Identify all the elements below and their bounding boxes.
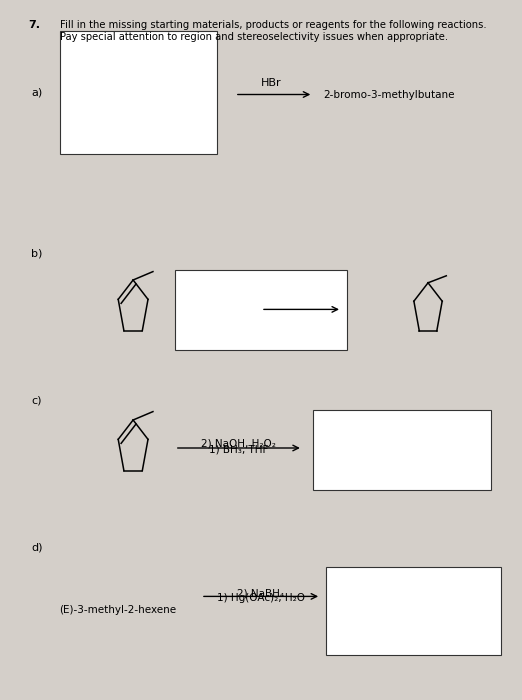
Text: Pay special attention to region and stereoselectivity issues when appropriate.: Pay special attention to region and ster… xyxy=(60,32,448,41)
Bar xyxy=(175,270,347,350)
Text: 2-bromo-3-methylbutane: 2-bromo-3-methylbutane xyxy=(324,90,455,99)
Text: 1) BH₃, THF: 1) BH₃, THF xyxy=(209,445,268,455)
Text: d): d) xyxy=(31,542,43,552)
Text: a): a) xyxy=(31,88,43,97)
Text: 2) NaBH₄: 2) NaBH₄ xyxy=(238,588,284,598)
Bar xyxy=(60,32,217,154)
Text: 2) NaOH, H₂O₂: 2) NaOH, H₂O₂ xyxy=(201,439,276,449)
Text: Fill in the missing starting materials, products or reagents for the following r: Fill in the missing starting materials, … xyxy=(60,20,487,29)
Text: HBr: HBr xyxy=(261,78,282,88)
Bar xyxy=(313,410,491,490)
Bar xyxy=(326,567,501,654)
Text: 1) Hg(OAc)₂, H₂O: 1) Hg(OAc)₂, H₂O xyxy=(217,594,305,603)
Text: c): c) xyxy=(31,395,42,405)
Text: b): b) xyxy=(31,248,43,258)
Text: (E)-3-methyl-2-hexene: (E)-3-methyl-2-hexene xyxy=(59,606,176,615)
Text: 7.: 7. xyxy=(29,20,41,29)
